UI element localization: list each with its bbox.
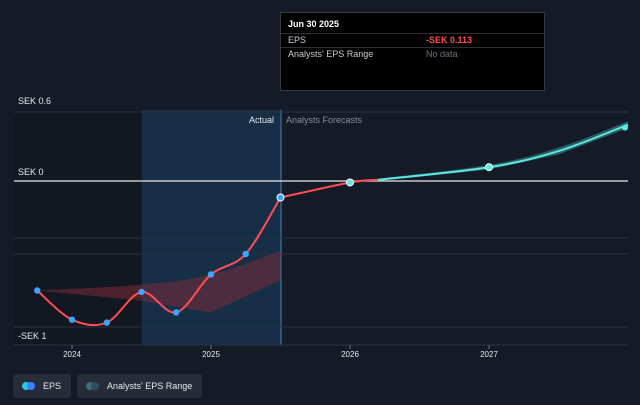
grid-lines — [14, 111, 628, 346]
eps-point-1 — [68, 316, 76, 323]
highlight-marker-1 — [346, 178, 354, 187]
tooltip-eps-label: EPS — [288, 35, 307, 45]
range-legend-icon — [86, 382, 102, 390]
eps-point-6 — [242, 250, 249, 258]
y-label-bottom: -SEK 1 — [18, 331, 47, 341]
eps-point-0 — [34, 287, 41, 294]
data-points — [34, 124, 628, 326]
eps-point-4 — [173, 309, 180, 316]
y-label-zero: SEK 0 — [18, 167, 44, 177]
series-line-forecast-red — [280, 178, 378, 199]
legend-eps-label: EPS — [43, 381, 62, 391]
eps-range-band — [37, 251, 281, 313]
legend-item-eps[interactable]: EPS — [13, 374, 72, 398]
eps-point-2 — [103, 319, 110, 326]
tooltip-range-value: No data — [426, 49, 458, 59]
legend: EPS Analysts' EPS Range — [13, 374, 203, 398]
x-tick-label-2: 2026 — [341, 350, 359, 359]
legend-item-range[interactable]: Analysts' EPS Range — [77, 374, 203, 398]
x-tick-label-0: 2024 — [63, 350, 81, 359]
tooltip-range-label: Analysts' EPS Range — [288, 49, 374, 59]
eps-point-3 — [138, 288, 145, 296]
forecast-band — [377, 121, 628, 181]
series-line-forecast-cyan — [377, 123, 629, 181]
tooltip: Jun 30 2025 EPS -SEK 0.113 Analysts' EPS… — [280, 12, 545, 91]
y-label-top: SEK 0.6 — [18, 96, 51, 106]
range-bands — [37, 121, 628, 313]
forecast-end-point — [622, 124, 628, 131]
eps-legend-icon — [22, 382, 38, 390]
x-axis-ticks: 2024 2025 2026 2027 — [63, 345, 498, 359]
x-tick-label-1: 2025 — [202, 350, 220, 359]
tooltip-row-eps: EPS -SEK 0.113 — [281, 33, 544, 47]
tooltip-title: Jun 30 2025 — [288, 19, 340, 29]
region-label-actual: Actual — [249, 115, 274, 125]
highlight-marker-0 — [276, 193, 285, 202]
x-tick-label-3: 2027 — [480, 350, 498, 359]
history-shade — [14, 110, 142, 345]
highlight-marker-2 — [485, 163, 493, 172]
tooltip-row-range: Analysts' EPS Range No data — [281, 47, 544, 61]
tooltip-eps-value: -SEK 0.113 — [426, 35, 473, 45]
legend-range-label: Analysts' EPS Range — [107, 381, 193, 391]
region-label-forecast: Analysts Forecasts — [286, 115, 363, 125]
eps-point-5 — [207, 271, 215, 278]
